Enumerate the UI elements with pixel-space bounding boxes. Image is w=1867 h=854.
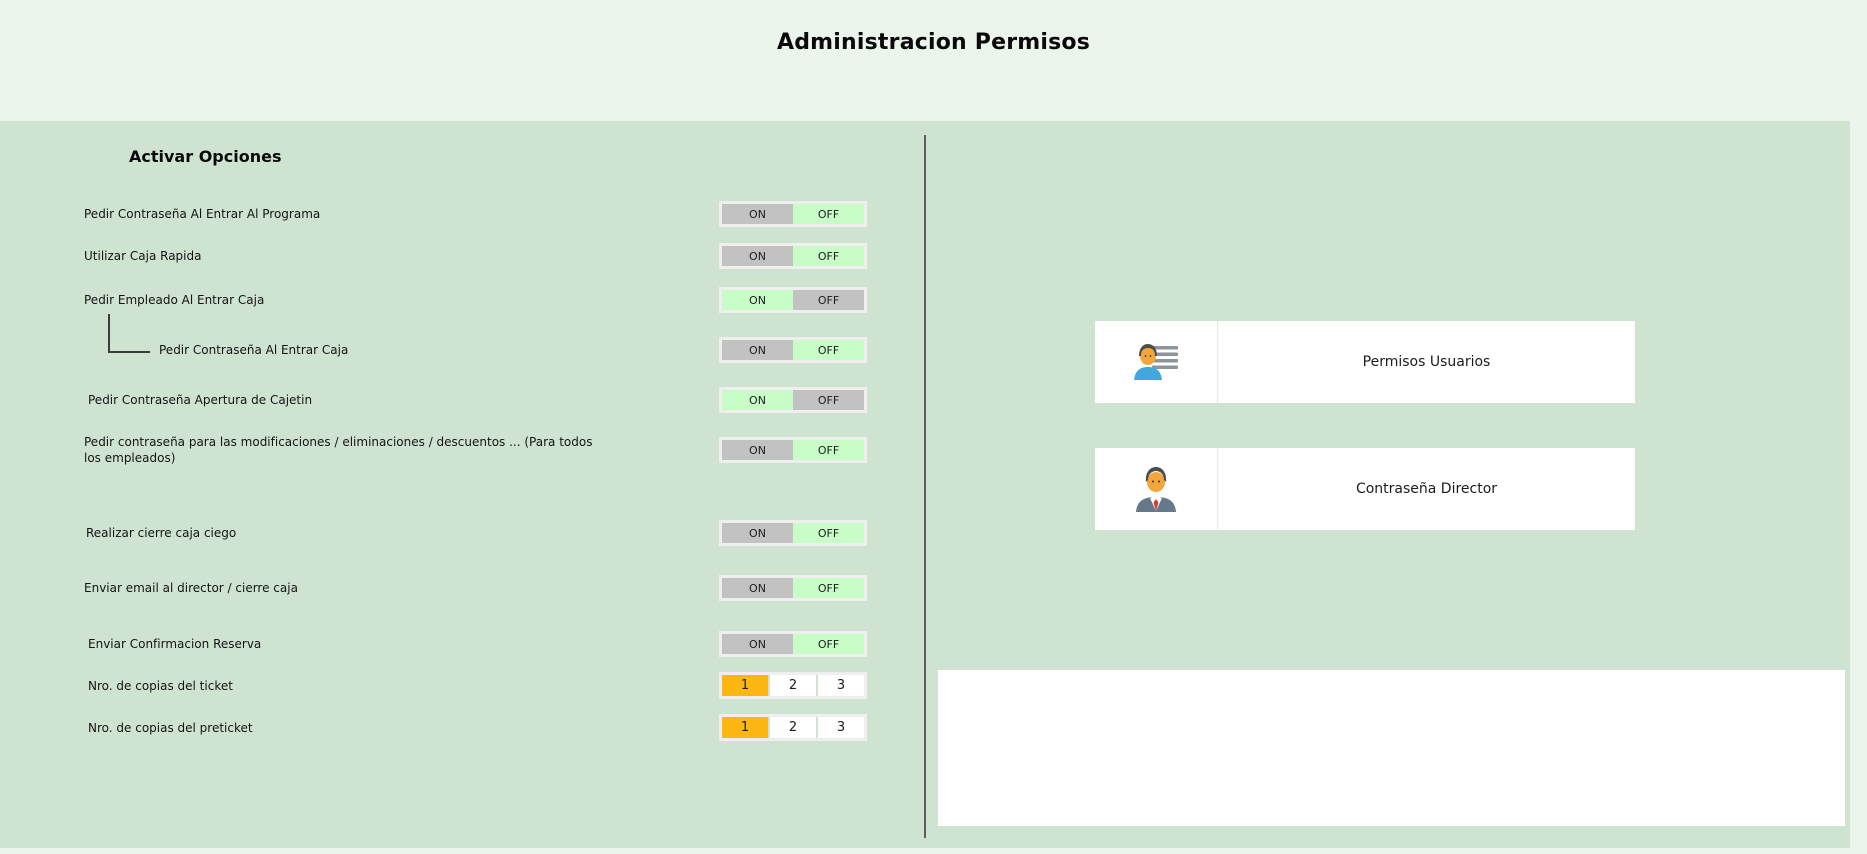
card-label: Permisos Usuarios [1362,354,1491,370]
on-off-toggle: ON OFF [719,437,867,463]
toggle-on-button[interactable]: ON [722,440,793,460]
panel-separator-line [924,135,926,838]
toggle-off-button[interactable]: OFF [793,340,864,360]
toggle-off-button[interactable]: OFF [793,634,864,654]
on-off-toggle: ON OFF [719,287,867,313]
copies-option-2[interactable]: 2 [770,717,816,738]
toggle-on-button[interactable]: ON [722,578,793,598]
card-divider [1217,321,1218,403]
toggle-on-button[interactable]: ON [722,523,793,543]
copies-option-1[interactable]: 1 [722,675,768,696]
toggle-off-button[interactable]: OFF [793,440,864,460]
sub-option-connector-horizontal-line [108,351,150,353]
on-off-toggle: ON OFF [719,575,867,601]
user-list-icon [1095,321,1217,403]
sub-option-label: Pedir Contraseña Al Entrar Caja [159,343,349,357]
option-label: Pedir Contraseña Apertura de Cajetin [88,393,313,407]
option-label: Enviar email al director / cierre caja [84,581,298,595]
copies-option-1[interactable]: 1 [722,717,768,738]
option-label: Utilizar Caja Rapida [84,249,202,263]
option-label: Nro. de copias del ticket [88,678,233,693]
toggle-on-button[interactable]: ON [722,246,793,266]
option-label: Pedir contraseña para las modificaciones… [84,435,593,465]
permisos-usuarios-button[interactable]: Permisos Usuarios [1095,321,1635,403]
page-title: Administracion Permisos [776,30,1091,55]
option-label: Enviar Confirmacion Reserva [88,637,262,651]
card-label: Contraseña Director [1355,481,1498,497]
toggle-off-button[interactable]: OFF [793,204,864,224]
option-label: Pedir Contraseña Al Entrar Al Programa [84,207,321,221]
option-label: Realizar cierre caja ciego [86,526,237,540]
toggle-off-button[interactable]: OFF [793,523,864,543]
section-heading: Activar Opciones [129,147,282,166]
copies-option-3[interactable]: 3 [818,675,864,696]
toggle-on-button[interactable]: ON [722,290,793,310]
page-header: Administracion Permisos [0,0,1867,121]
main-panel: Activar Opciones Pedir Contraseña Al Ent… [0,121,1850,848]
copies-option-2[interactable]: 2 [770,675,816,696]
option-label: Nro. de copias del preticket [88,720,253,735]
on-off-toggle: ON OFF [719,337,867,363]
toggle-off-button[interactable]: OFF [793,246,864,266]
toggle-on-button[interactable]: ON [722,634,793,654]
toggle-off-button[interactable]: OFF [793,578,864,598]
toggle-off-button[interactable]: OFF [793,290,864,310]
on-off-toggle: ON OFF [719,387,867,413]
director-icon [1095,448,1217,530]
toggle-off-button[interactable]: OFF [793,390,864,410]
sub-option-connector-vertical-line [108,314,110,352]
copies-option-3[interactable]: 3 [818,717,864,738]
on-off-toggle: ON OFF [719,201,867,227]
on-off-toggle: ON OFF [719,631,867,657]
contrasena-director-button[interactable]: Contraseña Director [1095,448,1635,530]
on-off-toggle: ON OFF [719,243,867,269]
option-label: Pedir Empleado Al Entrar Caja [84,293,265,307]
toggle-on-button[interactable]: ON [722,340,793,360]
info-display-box [938,670,1845,826]
card-divider [1217,448,1218,530]
toggle-on-button[interactable]: ON [722,390,793,410]
toggle-on-button[interactable]: ON [722,204,793,224]
on-off-toggle: ON OFF [719,520,867,546]
